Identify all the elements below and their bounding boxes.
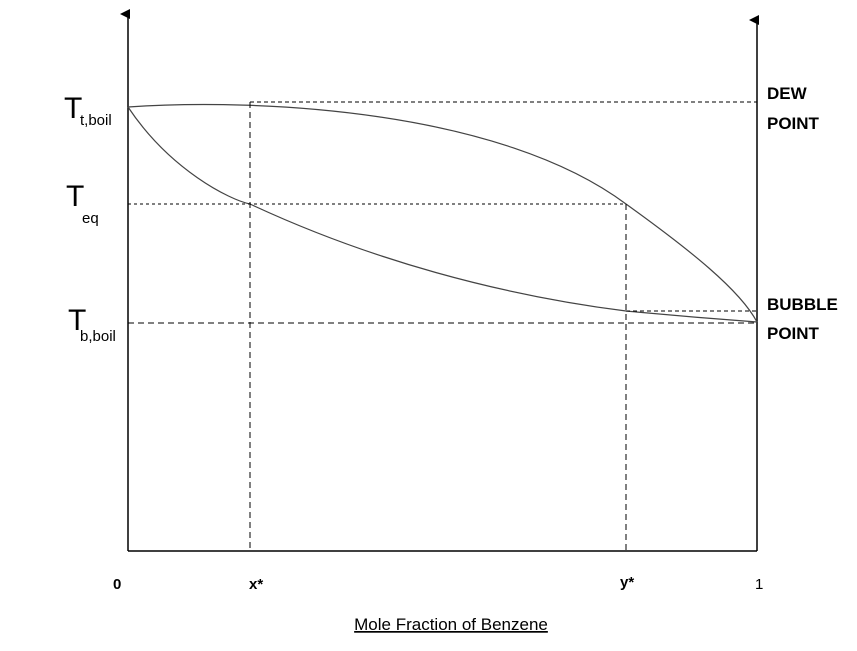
t-eq-label: T <box>66 180 84 213</box>
x-tick-one: 1 <box>755 576 763 593</box>
t-boil-subscript: t,boil <box>80 112 112 129</box>
t-b-boil-subscript: b,boil <box>80 328 116 345</box>
dew-label-line1: DEW <box>767 84 808 103</box>
dew-label-line2: POINT <box>767 114 820 133</box>
bubble-point-curve <box>127 106 758 323</box>
x-tick-zero: 0 <box>113 576 121 593</box>
x-tick-y-star: y* <box>620 574 634 591</box>
dew-point-curve <box>127 103 758 323</box>
bubble-label-line1: BUBBLE <box>767 295 838 314</box>
x-tick-x-star: x* <box>249 576 263 593</box>
guide-lines <box>128 101 757 551</box>
t-boil-label: T <box>64 92 82 125</box>
x-axis-title: Mole Fraction of Benzene <box>354 615 548 634</box>
t-eq-subscript: eq <box>82 210 99 227</box>
bubble-label-line2: POINT <box>767 324 820 343</box>
t-b-boil-label: T <box>68 304 86 337</box>
